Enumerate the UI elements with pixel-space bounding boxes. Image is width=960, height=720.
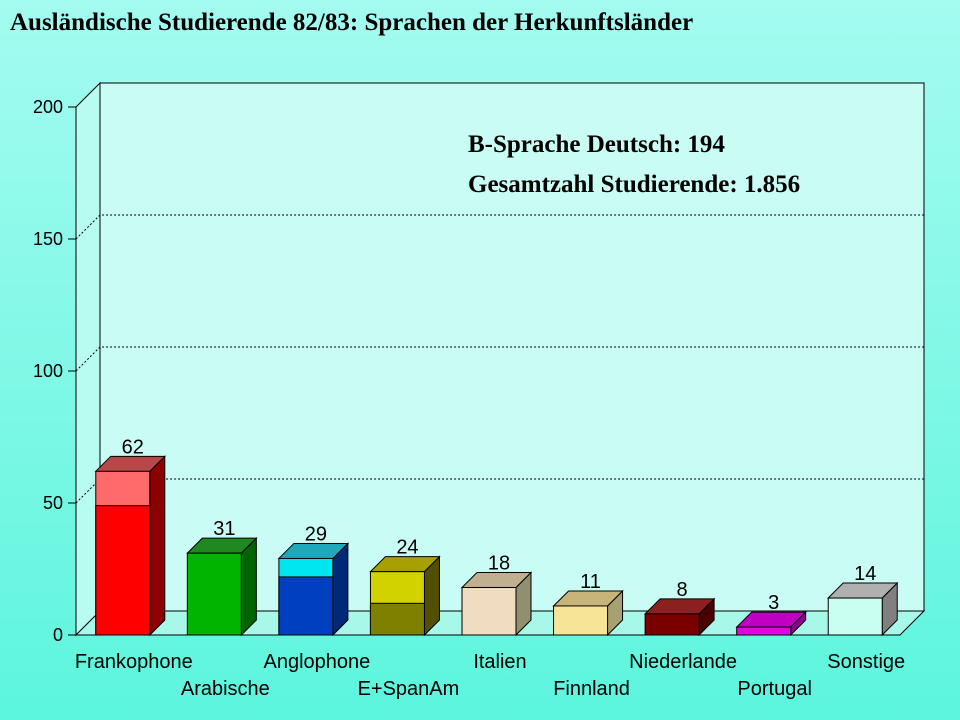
x-tick-label: Italien xyxy=(473,651,526,673)
bar-niederlande xyxy=(643,597,716,637)
x-tick-label: E+SpanAm xyxy=(358,678,460,700)
gridline xyxy=(75,214,924,240)
y-tick-label: 50 xyxy=(43,493,63,513)
bar-front xyxy=(553,605,609,636)
x-tick-label: Portugal xyxy=(737,678,812,700)
data-label: 62 xyxy=(122,436,144,458)
bar-portugal xyxy=(735,610,807,637)
bar-anglophone xyxy=(277,542,350,637)
bar-front xyxy=(827,597,883,636)
bar-front-lower xyxy=(95,505,151,636)
y-tick-label: 100 xyxy=(33,361,63,381)
x-tick-label: Sonstige xyxy=(827,651,905,673)
x-tick-label: Niederlande xyxy=(629,651,737,673)
bar-front xyxy=(736,626,792,636)
bar-front xyxy=(461,586,517,636)
bar-arabische xyxy=(186,536,258,637)
y-tick-label: 0 xyxy=(53,625,63,645)
bar-finnland xyxy=(552,589,624,637)
bar-front-lower xyxy=(278,576,334,636)
y-tick-label: 200 xyxy=(33,97,63,117)
bar-frankophone xyxy=(94,455,166,637)
data-label: 11 xyxy=(580,571,601,593)
bars xyxy=(94,455,899,637)
bar-side xyxy=(332,542,349,637)
x-tick-label: Arabische xyxy=(181,678,270,700)
bar-front-lower xyxy=(369,602,425,636)
annotation-deutsch: B-Sprache Deutsch: 194 xyxy=(468,131,725,158)
data-label: 31 xyxy=(213,518,235,540)
x-axis: Frankophone Arabische Anglophone E+SpanAm It… xyxy=(75,651,905,700)
data-label: 3 xyxy=(768,592,779,614)
bar-side xyxy=(240,536,257,637)
bar-italien xyxy=(460,571,533,637)
data-labels: 62 31 29 24 18 11 8 3 14 xyxy=(122,436,877,614)
annotation-total: Gesamtzahl Studierende: 1.856 xyxy=(468,171,800,198)
x-tick-label: Anglophone xyxy=(263,651,370,673)
bar-front xyxy=(186,552,242,636)
bar-side xyxy=(149,455,166,637)
y-tick-label: 150 xyxy=(33,229,63,249)
bar-front xyxy=(644,613,700,636)
chart-title: Ausländische Studierende 82/83: Sprachen… xyxy=(10,9,694,36)
data-label: 18 xyxy=(488,552,510,574)
gridline xyxy=(75,346,924,372)
data-label: 29 xyxy=(305,523,327,545)
x-tick-label: Finnland xyxy=(553,678,630,700)
data-label: 14 xyxy=(854,563,876,585)
bar-e-spanam xyxy=(369,555,441,637)
data-label: 8 xyxy=(677,579,688,601)
data-label: 24 xyxy=(396,537,418,559)
bar-sonstige xyxy=(827,581,899,637)
x-tick-label: Frankophone xyxy=(75,651,193,673)
